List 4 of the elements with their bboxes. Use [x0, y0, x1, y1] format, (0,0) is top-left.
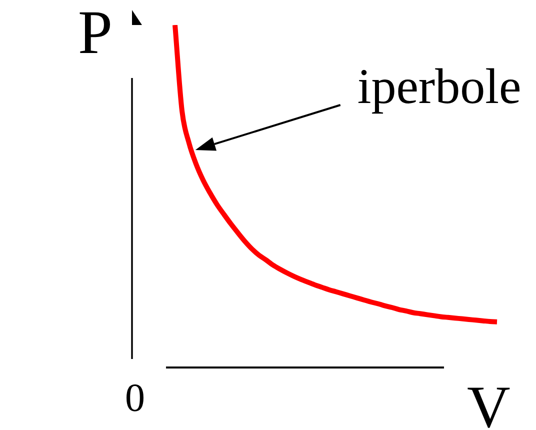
- x-axis-title: V: [467, 374, 510, 430]
- y-axis-title: P: [78, 0, 112, 67]
- text: 0: [125, 375, 145, 420]
- annotation: iperbole: [357, 58, 522, 114]
